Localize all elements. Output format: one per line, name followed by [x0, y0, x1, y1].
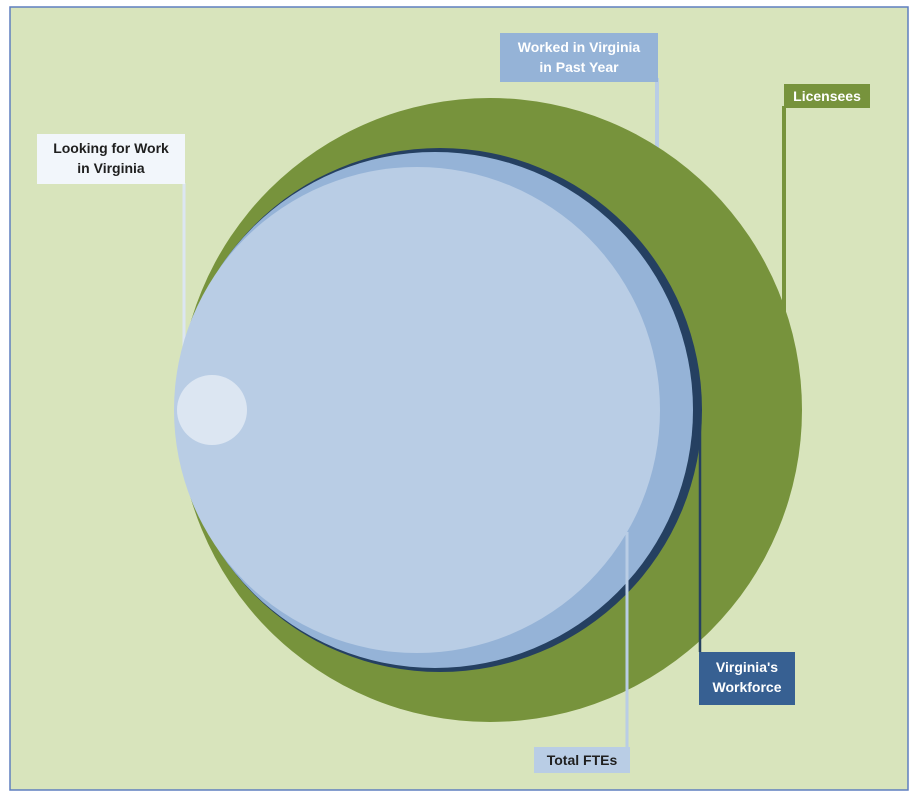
licensees-label: Licensees: [784, 84, 870, 108]
total-ftes-circle: [174, 167, 660, 653]
worked-past-year-label-line1: Worked in Virginia: [517, 39, 641, 55]
worked-past-year-label-line2: in Past Year: [539, 59, 619, 75]
worked-past-year-label: Worked in Virginia in Past Year: [500, 33, 658, 82]
looking-for-work-circle: [177, 375, 247, 445]
virginias-workforce-label-line1: Virginia's: [715, 659, 779, 675]
total-ftes-label: Total FTEs: [534, 747, 630, 773]
looking-for-work-label-line1: Looking for Work: [53, 140, 169, 156]
virginias-workforce-label: Virginia's Workforce: [699, 652, 795, 705]
licensees-label-line1: Licensees: [793, 88, 861, 104]
total-ftes-label-line1: Total FTEs: [546, 752, 618, 768]
virginias-workforce-label-line2: Workforce: [712, 679, 782, 695]
looking-for-work-label: Looking for Work in Virginia: [37, 134, 185, 184]
looking-for-work-label-line2: in Virginia: [77, 160, 145, 176]
